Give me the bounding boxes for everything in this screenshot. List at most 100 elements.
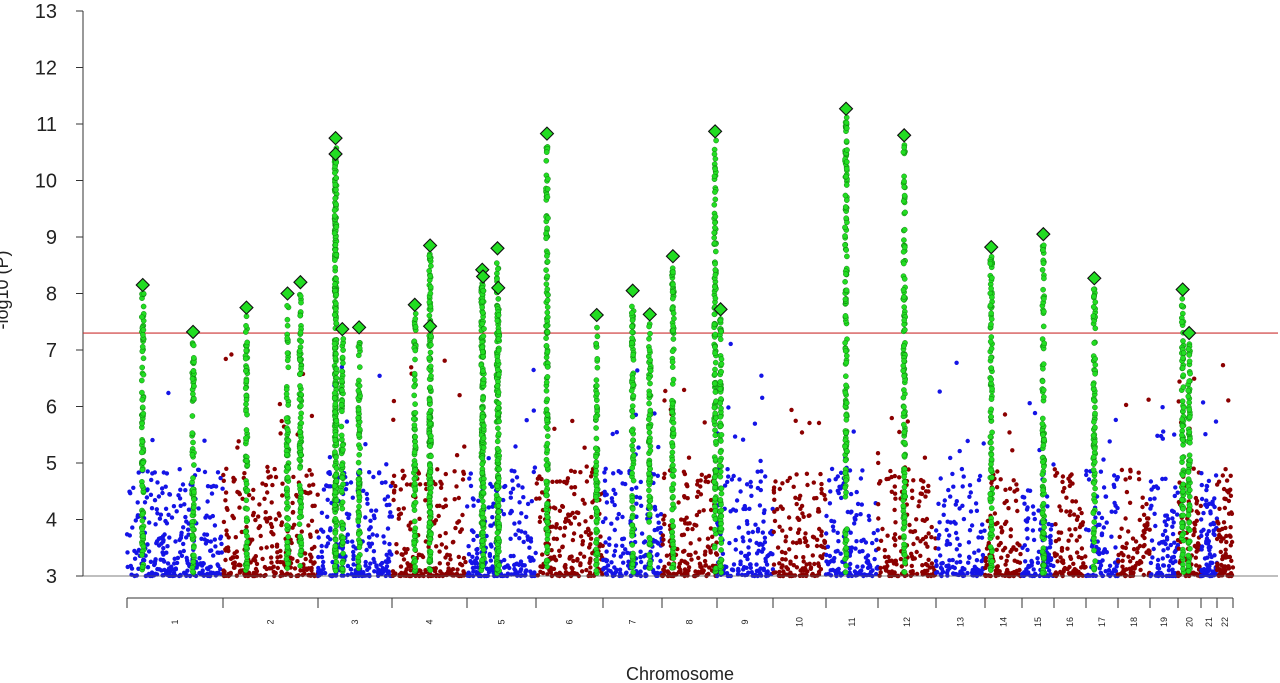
- snp-point: [725, 467, 730, 472]
- snp-point: [149, 506, 155, 511]
- snp-point: [1175, 570, 1181, 575]
- snp-point: [407, 564, 412, 569]
- snp-point: [829, 466, 835, 472]
- snp-point: [892, 570, 897, 575]
- snp-point: [583, 530, 589, 535]
- ld-snp-point: [339, 526, 346, 532]
- snp-point: [311, 482, 316, 487]
- snp-point: [922, 568, 927, 574]
- snp-point: [1172, 540, 1177, 545]
- snp-point: [936, 546, 941, 551]
- snp-point: [446, 566, 451, 571]
- snp-point: [950, 471, 955, 477]
- snp-point: [819, 490, 824, 496]
- snp-point: [827, 501, 833, 506]
- snp-point: [870, 540, 875, 546]
- snp-point: [925, 563, 930, 568]
- snp-point: [603, 571, 609, 576]
- snp-point: [1045, 504, 1050, 509]
- snp-point: [909, 551, 914, 556]
- ld-snp-point: [298, 365, 304, 372]
- snp-point: [731, 473, 736, 479]
- snp-point: [702, 420, 707, 425]
- snp-point: [132, 548, 137, 554]
- ld-snp-point: [494, 357, 501, 364]
- ld-snp-point: [426, 267, 433, 274]
- snp-point: [1191, 570, 1196, 575]
- snp-point: [203, 541, 209, 546]
- snp-point: [635, 368, 640, 373]
- snp-point: [1226, 511, 1232, 516]
- snp-point: [1067, 527, 1072, 532]
- ld-snp-point: [481, 325, 487, 332]
- ld-snp-point: [340, 360, 346, 366]
- snp-point: [999, 525, 1004, 530]
- snp-point: [1101, 549, 1107, 554]
- snp-point: [605, 563, 611, 568]
- snp-point: [508, 490, 514, 495]
- snp-point: [377, 373, 382, 378]
- snp-point: [408, 568, 413, 573]
- snp-point: [666, 561, 672, 566]
- snp-point: [777, 486, 782, 492]
- snp-point: [759, 469, 764, 474]
- snp-point: [368, 561, 373, 566]
- snp-point: [149, 477, 154, 483]
- snp-point: [855, 501, 861, 507]
- ld-snp-point: [297, 329, 304, 336]
- snp-point: [983, 565, 988, 571]
- snp-point: [265, 469, 271, 474]
- snp-point: [1099, 531, 1105, 536]
- snp-point: [208, 572, 213, 577]
- snp-point: [738, 550, 744, 555]
- ld-snp-point: [544, 374, 551, 380]
- snp-point: [150, 437, 155, 443]
- snp-point: [812, 561, 817, 567]
- snp-point: [514, 475, 520, 480]
- snp-point: [1218, 539, 1224, 544]
- ld-snp-point: [139, 526, 145, 532]
- snp-point: [319, 527, 324, 532]
- snp-point: [385, 570, 390, 575]
- ld-snp-point: [412, 525, 419, 532]
- snp-point: [1161, 429, 1166, 434]
- snp-point: [1003, 562, 1008, 567]
- snp-point: [744, 519, 750, 524]
- snp-point: [1048, 533, 1053, 539]
- ld-snp-point: [480, 484, 487, 491]
- snp-point: [977, 473, 983, 479]
- snp-point: [540, 570, 546, 576]
- ld-snp-point: [412, 356, 418, 363]
- snp-point: [174, 560, 180, 566]
- snp-point: [1217, 506, 1222, 511]
- snp-point: [833, 549, 838, 554]
- snp-point: [743, 553, 748, 559]
- y-tick-label: 9: [46, 227, 57, 249]
- ld-snp-point: [139, 396, 145, 403]
- snp-point: [1048, 527, 1054, 532]
- snp-point: [980, 522, 985, 527]
- snp-point: [1099, 515, 1105, 521]
- ld-snp-point: [338, 488, 345, 494]
- snp-point: [1170, 516, 1175, 521]
- ld-snp-point: [283, 451, 290, 458]
- ld-snp-point: [479, 538, 486, 544]
- snp-point: [757, 503, 763, 508]
- snp-point: [328, 484, 333, 489]
- snp-point: [303, 556, 308, 562]
- snp-point: [390, 480, 395, 485]
- ld-snp-point: [243, 378, 250, 384]
- snp-point: [703, 475, 708, 480]
- snp-point: [1073, 527, 1078, 532]
- snp-point: [535, 573, 541, 578]
- ld-snp-point: [428, 531, 434, 538]
- ld-snp-point: [140, 327, 147, 333]
- snp-point: [1008, 527, 1014, 532]
- snp-point: [1101, 485, 1107, 490]
- ld-snp-point: [480, 520, 486, 527]
- snp-point: [923, 489, 929, 494]
- snp-point: [799, 430, 805, 435]
- snp-point: [321, 566, 326, 572]
- snp-point: [876, 481, 882, 486]
- ld-snp-point: [190, 439, 196, 446]
